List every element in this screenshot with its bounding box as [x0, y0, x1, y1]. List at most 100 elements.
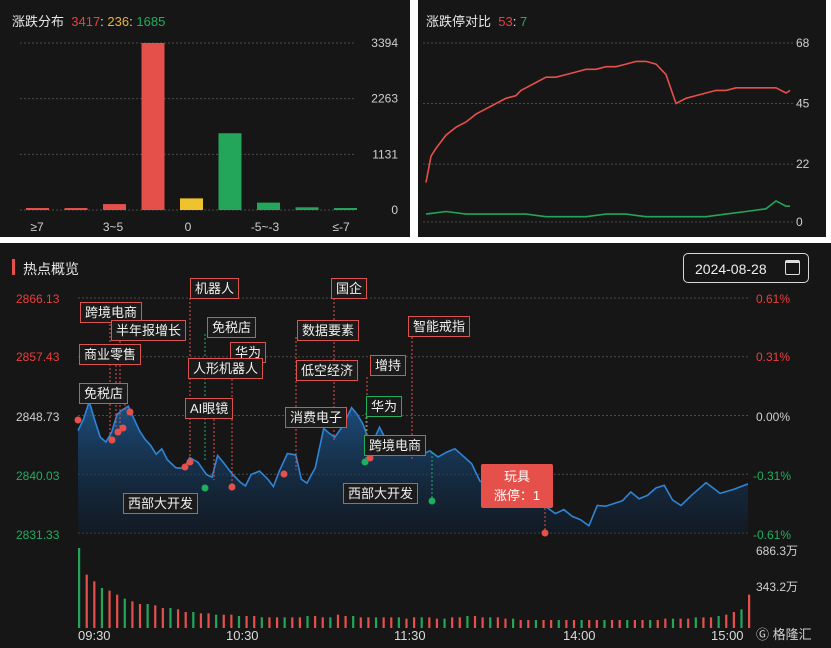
volume-bar: [709, 617, 713, 628]
volume-bar: [314, 616, 317, 628]
limit-ytick: 0: [796, 215, 803, 229]
volume-bar: [192, 612, 195, 628]
event-dot: [74, 416, 82, 424]
volume-bar: [413, 617, 416, 628]
volume-bar: [687, 618, 690, 628]
dist-bar: [334, 208, 357, 210]
right-axis-1: 0.31%: [756, 350, 791, 364]
event-dot: [108, 436, 116, 444]
volume-bar: [458, 617, 461, 628]
volume-bar: [527, 620, 530, 628]
dist-bar: [141, 43, 165, 210]
volume-bar: [245, 616, 248, 628]
volume-bar: [618, 620, 621, 628]
volume-bar: [679, 618, 682, 628]
limit-ytick: 45: [796, 97, 810, 111]
volume-bar: [374, 617, 378, 628]
tag-half-year-growth[interactable]: 半年报增长: [111, 320, 187, 341]
volume-bar: [329, 617, 332, 628]
volume-bar: [131, 601, 134, 628]
volume-bar: [169, 608, 172, 628]
volume-bar: [275, 617, 279, 628]
volume-bar: [572, 620, 576, 628]
tag-robot[interactable]: 机器人: [190, 278, 240, 299]
dist-xlabel: 3~5: [103, 220, 124, 234]
limit-series-up: [425, 60, 791, 183]
tag-data-elements[interactable]: 数据要素: [297, 320, 360, 341]
tag-duty-free-2[interactable]: 免税店: [207, 317, 257, 338]
volume-bar: [489, 617, 492, 628]
event-dot: [126, 408, 134, 416]
volume-bar: [268, 617, 271, 628]
tag-huawei-2[interactable]: 华为: [366, 396, 403, 417]
tag-duty-free-1[interactable]: 免税店: [79, 383, 129, 404]
volume-bar: [93, 581, 96, 628]
watermark-text: 格隆汇: [772, 627, 812, 642]
volume-bar: [176, 609, 180, 628]
dist-ytick: 1131: [372, 147, 398, 161]
volume-bar: [641, 620, 644, 628]
dist-xlabel: -5~-3: [251, 220, 280, 234]
volume-bar: [230, 614, 233, 628]
limit-title: 涨跌停对比 53: 7: [426, 11, 527, 30]
toy-callout[interactable]: 玩具 涨停：1: [481, 464, 553, 508]
volume-bar: [633, 620, 636, 628]
volume-bar: [610, 620, 614, 628]
volume-bar: [664, 618, 667, 628]
dist-bar: [257, 202, 280, 210]
volume-bar: [253, 616, 256, 628]
volume-bar: [649, 620, 652, 628]
sep-2: :: [129, 14, 133, 29]
dist-xlabel: ≥7: [30, 220, 44, 234]
tag-smart-ring[interactable]: 智能戒指: [408, 316, 471, 337]
tag-soe[interactable]: 国企: [331, 278, 368, 299]
x-axis-1030: 10:30: [226, 628, 259, 643]
g-logo-icon: Ⓖ: [756, 627, 770, 642]
volume-bar: [420, 617, 423, 628]
tag-western-dev-2[interactable]: 西部大开发: [343, 483, 419, 504]
volume-bar: [260, 617, 263, 628]
event-dot: [228, 483, 236, 491]
tag-retail[interactable]: 商业零售: [79, 344, 142, 365]
limit-ytick: 22: [796, 157, 810, 171]
limit-sep: :: [512, 14, 517, 29]
event-dot: [366, 454, 374, 462]
tag-cross-border[interactable]: 跨境电商: [80, 302, 143, 323]
limit-up-count: 53: [498, 14, 513, 29]
limit-chart: 68 45 22 0: [423, 36, 810, 229]
event-dot: [186, 458, 194, 466]
dist-ytick: 2263: [371, 92, 398, 106]
volume-bar: [748, 594, 751, 628]
date-picker[interactable]: 2024-08-28: [683, 253, 809, 283]
dist-ytick: 0: [391, 203, 398, 217]
volume-bar: [671, 618, 675, 628]
hotspot-title: 热点概览: [23, 261, 79, 277]
volume-bar: [116, 594, 119, 628]
left-axis-4: 2831.33: [16, 528, 60, 542]
volume-bar: [344, 616, 347, 628]
up-count: 3417: [71, 14, 101, 29]
date-value: 2024-08-28: [695, 261, 767, 277]
volume-bar: [588, 620, 591, 628]
tag-cross-border-2[interactable]: 跨境电商: [364, 435, 427, 456]
volume-bar: [359, 617, 362, 628]
volume-bar: [694, 617, 697, 628]
volume-bar: [443, 618, 446, 628]
left-axis-0: 2866.13: [16, 292, 60, 306]
left-axis-1: 2857.43: [16, 350, 60, 364]
volume-bar: [123, 598, 126, 628]
volume-bar: [702, 617, 705, 628]
volume-bar: [565, 620, 568, 628]
volume-bar: [466, 616, 469, 628]
watermark-logo: Ⓖ 格隆汇: [756, 624, 812, 643]
volume-bar: [511, 618, 515, 628]
tag-humanoid-robot[interactable]: 人形机器人: [188, 358, 264, 379]
tag-ai-glasses[interactable]: AI眼镜: [185, 398, 234, 419]
volume-bar: [215, 614, 218, 628]
volume-bar: [298, 617, 301, 628]
calendar-icon[interactable]: [785, 260, 800, 275]
tag-western-dev-1[interactable]: 西部大开发: [123, 493, 199, 514]
tag-increase-holding[interactable]: 增持: [370, 355, 407, 376]
tag-low-altitude[interactable]: 低空经济: [296, 360, 359, 381]
tag-consumer-electronics[interactable]: 消费电子: [285, 407, 348, 428]
